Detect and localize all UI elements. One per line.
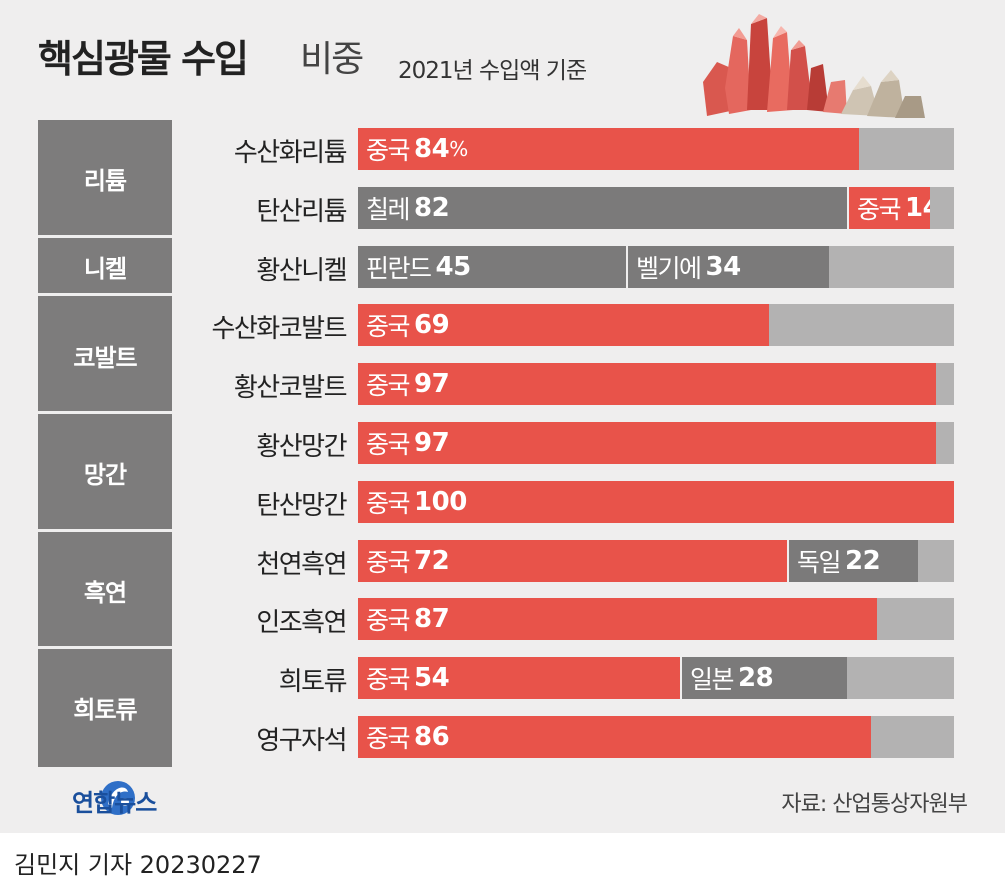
yonhap-logo (101, 781, 135, 815)
chart-title: 핵심광물 수입 (38, 37, 249, 81)
country-label: 일본 (690, 665, 735, 695)
bar-segment: 중국 97 (358, 363, 936, 406)
country-label: 핀란드 (366, 253, 432, 283)
bar-remainder: 중국 97 (358, 422, 954, 464)
value-label: 87 (414, 604, 450, 635)
value-label: 45 (435, 251, 472, 282)
category-label: 인조흑연 (256, 608, 347, 639)
value-label: 22 (845, 545, 881, 576)
bar-remainder: 중국 54 일본 28 (358, 657, 954, 700)
bar-segment: 중국 54 (358, 657, 680, 700)
value-label: 72 (414, 545, 450, 576)
group-label: 흑연 (38, 531, 172, 650)
group-label: 니켈 (38, 237, 172, 297)
value-label: 34 (705, 251, 742, 282)
bar-segment: 핀란드 45 (358, 245, 626, 288)
country-label: 중국 (366, 665, 411, 695)
bar-segment: 칠레 82 (358, 186, 847, 229)
bar-remainder: 핀란드 45 벨기에 34 (358, 245, 954, 288)
value-label: 28 (738, 663, 774, 694)
country-label: 중국 (366, 488, 411, 518)
group-label: 리튬 (38, 120, 172, 238)
bar-segment: 중국 86 (358, 716, 871, 758)
byline: 김민지 기자 20230227 (14, 851, 262, 879)
group-label: 코발트 (38, 296, 172, 414)
group-separator (38, 411, 954, 417)
value-label: 86 (414, 722, 450, 752)
value-label: 97 (414, 369, 450, 400)
group-label: 희토류 (38, 649, 172, 767)
bar-segment: 중국 87 (358, 598, 877, 641)
country-label: 중국 (366, 724, 411, 753)
bar-remainder: 중국 84% (358, 128, 954, 170)
chart-subtitle: 2021년 수입액 기준 (398, 58, 587, 84)
group-separator (38, 528, 954, 535)
bar-segment: 중국14 (847, 186, 930, 229)
bar-segment: 독일 22 (787, 539, 918, 582)
mineral-crystals-illustration (703, 14, 925, 118)
category-label: 희토류 (278, 667, 348, 698)
country-label: 중국 (366, 606, 411, 636)
value-label: 97 (414, 428, 450, 458)
country-label: 중국 (366, 547, 411, 577)
value-label: 84 (414, 134, 450, 164)
bar-segment: 중국 72 (358, 539, 787, 582)
source-note: 자료: 산업통상자원부 (781, 792, 968, 817)
bar-remainder: 중국 97 (358, 363, 954, 406)
group-separator (38, 646, 954, 653)
category-label: 천연흑연 (256, 549, 347, 580)
category-label: 황산망간 (256, 432, 347, 462)
country-label: 중국 (366, 430, 411, 459)
category-label: 수산화리튬 (233, 138, 348, 168)
bar-segment: 중국 97 (358, 422, 936, 464)
yonhap-logo-text: 연합뉴스 (72, 789, 157, 817)
bar-segment: 중국 100 (358, 480, 954, 523)
bar-segment: 중국 69 (358, 304, 769, 347)
value-label: 69 (414, 310, 450, 341)
value-label: 100 (414, 486, 467, 517)
category-label: 수산화코발트 (211, 314, 347, 345)
bar-remainder: 중국 72 독일 22 (358, 539, 954, 582)
value-label: 54 (414, 663, 450, 694)
chart-title-suffix: 비중 (300, 39, 364, 80)
category-label: 탄산망간 (256, 490, 347, 521)
bar-remainder: 중국 69 (358, 304, 954, 347)
bar-remainder: 칠레82중국14 (358, 186, 954, 229)
country-label: 칠레 (366, 194, 411, 224)
country-label: 중국 (366, 312, 411, 342)
country-label: 벨기에 (636, 253, 702, 283)
category-label: 영구자석 (256, 726, 347, 756)
bar-segment: 벨기에 34 (626, 245, 829, 288)
group-separator (38, 234, 954, 241)
bar-remainder: 중국 87 (358, 598, 954, 641)
category-label: 황산니켈 (256, 255, 347, 286)
country-label: 중국 (366, 136, 411, 165)
value-label: 82 (414, 192, 450, 223)
category-label: 황산코발트 (233, 373, 348, 404)
category-label: 탄산리튬 (256, 196, 347, 227)
country-label: 독일 (797, 547, 842, 577)
country-label: 중국 (366, 371, 411, 401)
percent-sign: % (449, 137, 469, 161)
value-label: 14 (905, 192, 930, 223)
bar-remainder: 중국 86 (358, 716, 954, 758)
country-label: 중국 (857, 194, 902, 224)
group-label: 망간 (38, 414, 172, 532)
bar-segment: 중국 84% (358, 128, 859, 170)
bar-remainder: 중국 100 (358, 480, 954, 523)
bar-segment: 일본 28 (680, 657, 847, 700)
group-separator (38, 293, 954, 300)
